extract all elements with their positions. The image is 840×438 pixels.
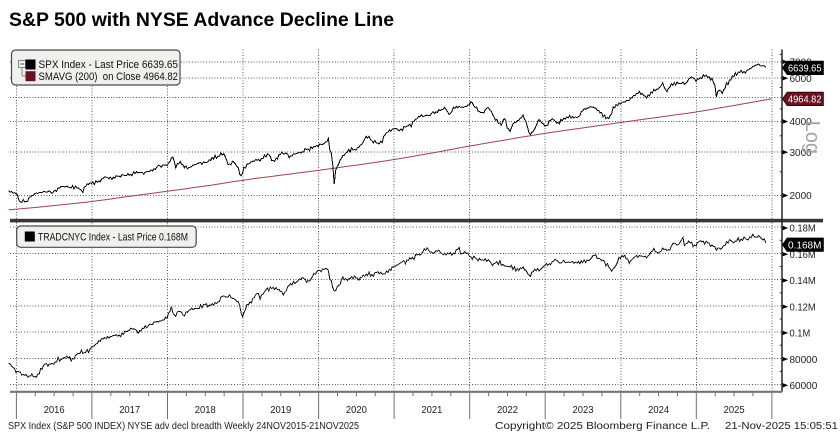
svg-text:2017: 2017 — [119, 405, 140, 416]
svg-text:2000: 2000 — [790, 191, 813, 202]
svg-text:2020: 2020 — [346, 405, 367, 416]
svg-text:3000: 3000 — [790, 148, 813, 159]
svg-text:6639.65: 6639.65 — [788, 64, 822, 75]
svg-text:SMAVG (200) on Close 4964.82: SMAVG (200) on Close 4964.82 — [39, 71, 179, 83]
svg-text:0.1M: 0.1M — [790, 329, 811, 340]
svg-text:2021: 2021 — [421, 405, 442, 416]
svg-text:2025: 2025 — [724, 405, 745, 416]
svg-text:SPX Index - Last Price 6639.65: SPX Index - Last Price 6639.65 — [39, 59, 179, 71]
svg-text:2022: 2022 — [497, 405, 518, 416]
svg-text:2024: 2024 — [648, 405, 669, 416]
svg-text:4000: 4000 — [790, 117, 813, 128]
svg-text:TRADCNYC Index - Last Price 0.: TRADCNYC Index - Last Price 0.168M — [38, 232, 188, 244]
svg-text:60000: 60000 — [790, 381, 818, 392]
svg-text:0.168M: 0.168M — [788, 240, 822, 251]
svg-text:4964.82: 4964.82 — [788, 95, 822, 106]
svg-text:2019: 2019 — [270, 405, 291, 416]
svg-text:0.12M: 0.12M — [790, 302, 816, 313]
svg-text:SPX Index (S&P 500 INDEX) NYSE: SPX Index (S&P 500 INDEX) NYSE adv decl … — [8, 421, 359, 432]
svg-text:2018: 2018 — [195, 405, 216, 416]
svg-text:Copyright© 2025 Bloomberg Fina: Copyright© 2025 Bloomberg Finance L.P. — [495, 421, 710, 432]
svg-text:Log: Log — [801, 121, 823, 154]
svg-text:2023: 2023 — [573, 405, 594, 416]
svg-text:21-Nov-2025 15:05:51: 21-Nov-2025 15:05:51 — [725, 421, 838, 432]
svg-text:0.14M: 0.14M — [790, 276, 816, 287]
svg-text:2016: 2016 — [44, 405, 65, 416]
svg-text:0.18M: 0.18M — [790, 224, 816, 235]
svg-text:S&P 500 with NYSE Advance Decl: S&P 500 with NYSE Advance Decline Line — [9, 9, 394, 31]
svg-text:80000: 80000 — [790, 355, 818, 366]
svg-text:6000: 6000 — [790, 74, 813, 85]
svg-text:0.16M: 0.16M — [790, 250, 816, 261]
